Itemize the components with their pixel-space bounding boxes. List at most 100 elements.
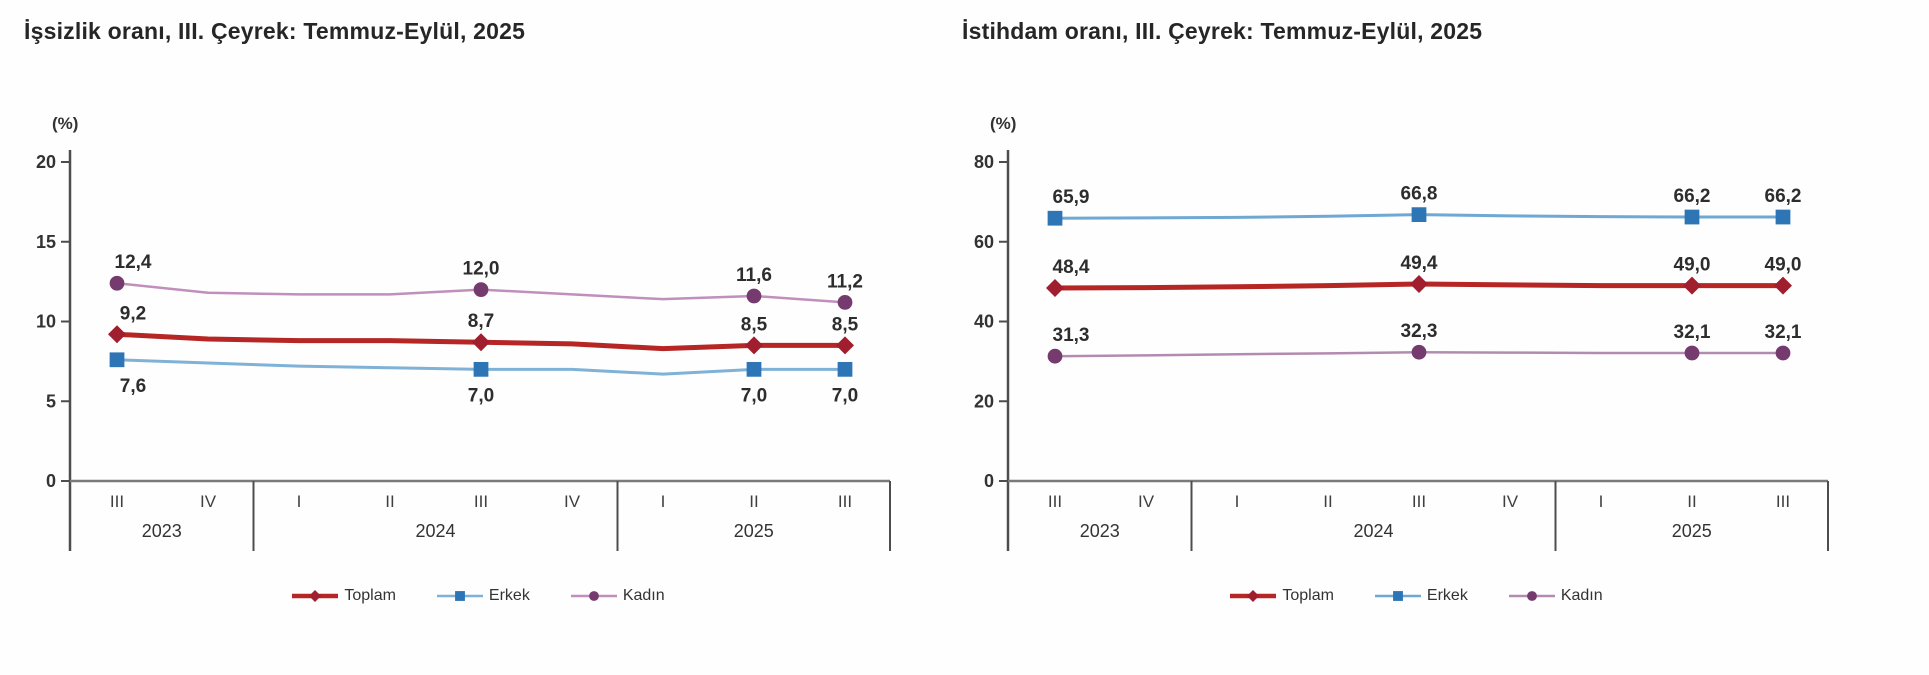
circle-marker <box>1411 344 1427 360</box>
x-tick-label-quarter: IV <box>564 492 581 511</box>
series-erkek: 7,6 7,0 7,0 7,0 <box>109 352 858 406</box>
x-year-label: 2023 <box>142 521 182 541</box>
square-marker <box>1684 209 1700 225</box>
square-marker <box>837 361 853 377</box>
y-axis-unit-label: (%) <box>990 114 1016 133</box>
x-year-label: 2025 <box>734 521 774 541</box>
square-marker <box>473 361 489 377</box>
x-tick-label-quarter: II <box>385 492 394 511</box>
y-tick-label: 20 <box>36 152 56 172</box>
data-point-label: 12,0 <box>463 259 500 280</box>
diamond-marker <box>745 336 763 355</box>
y-tick-label: 60 <box>974 232 994 252</box>
data-point-label: 49,0 <box>1674 255 1711 276</box>
unemployment-rate-chart: İşsizlik oranı, III. Çeyrek: Temmuz-Eylü… <box>22 18 934 605</box>
series-toplam: 48,4 49,4 49,0 49,0 <box>1046 253 1802 298</box>
data-point-label: 32,1 <box>1674 322 1711 343</box>
legend-item-kadın: Kadın <box>570 587 665 605</box>
legend-label: Erkek <box>1426 587 1468 604</box>
circle-legend-swatch <box>1508 591 1555 601</box>
x-year-label: 2025 <box>1672 521 1712 541</box>
x-tick-label-quarter: IV <box>200 492 217 511</box>
x-tick-label-quarter: III <box>1776 492 1790 511</box>
y-tick-label: 20 <box>974 391 994 411</box>
legend-item-kadın: Kadın <box>1508 587 1603 605</box>
data-point-label: 66,2 <box>1765 186 1802 207</box>
series-kadın: 12,4 12,0 11,6 11,2 <box>109 252 863 310</box>
series-kadın: 31,3 32,3 32,1 32,1 <box>1047 321 1802 364</box>
data-point-label: 7,0 <box>468 385 494 406</box>
x-tick-label-quarter: I <box>297 492 302 511</box>
circle-marker <box>473 282 489 297</box>
legend-item-erkek: Erkek <box>1374 587 1468 605</box>
legend-label: Toplam <box>344 587 396 604</box>
x-tick-label-quarter: II <box>1323 492 1332 511</box>
square-marker <box>746 361 762 377</box>
x-year-label: 2023 <box>1080 521 1120 541</box>
x-tick-label-quarter: III <box>110 492 124 511</box>
x-tick-label-quarter: III <box>474 492 488 511</box>
diamond-marker <box>1683 276 1701 295</box>
y-axis-unit-label: (%) <box>52 114 78 133</box>
x-tick-label-quarter: III <box>1412 492 1426 511</box>
data-point-label: 11,6 <box>736 265 772 286</box>
diamond-marker <box>836 336 854 355</box>
data-point-label: 7,0 <box>832 385 858 406</box>
x-tick-label-quarter: II <box>749 492 758 511</box>
circle-icon <box>588 591 599 601</box>
x-tick-label-quarter: IV <box>1502 492 1519 511</box>
chart-legend: Toplam Erkek Kadın <box>22 587 934 605</box>
legend-item-toplam: Toplam <box>291 587 396 605</box>
circle-legend-swatch <box>570 591 617 601</box>
legend-label: Kadın <box>1560 587 1603 604</box>
square-marker <box>1047 210 1063 226</box>
square-legend-swatch <box>436 591 483 601</box>
legend-label: Kadın <box>622 587 665 604</box>
data-point-label: 9,2 <box>120 303 146 324</box>
circle-icon <box>1526 591 1537 601</box>
legend-label: Erkek <box>488 587 530 604</box>
diamond-marker <box>108 325 126 344</box>
x-tick-label-quarter: I <box>1599 492 1604 511</box>
y-tick-label: 40 <box>974 312 994 332</box>
square-icon <box>1393 591 1403 601</box>
y-tick-label: 0 <box>984 471 994 491</box>
data-point-label: 49,0 <box>1765 255 1802 276</box>
data-point-label: 7,0 <box>741 385 767 406</box>
diamond-icon <box>1247 590 1260 602</box>
square-marker <box>1775 209 1791 225</box>
circle-marker <box>1047 348 1063 364</box>
data-point-label: 32,1 <box>1765 322 1802 343</box>
chart-title-unemployment: İşsizlik oranı, III. Çeyrek: Temmuz-Eylü… <box>24 18 526 44</box>
x-tick-label-quarter: IV <box>1138 492 1155 511</box>
square-marker <box>1411 207 1427 223</box>
data-point-label: 66,8 <box>1401 184 1438 205</box>
x-tick-label-quarter: I <box>1235 492 1240 511</box>
data-point-label: 66,2 <box>1674 186 1711 207</box>
data-point-label: 8,5 <box>832 314 859 335</box>
circle-marker <box>837 294 853 310</box>
data-point-label: 12,4 <box>115 252 152 273</box>
diamond-icon <box>309 590 322 602</box>
circle-marker <box>1775 345 1791 361</box>
legend-label: Toplam <box>1282 587 1334 604</box>
chart-title-employment: İstihdam oranı, III. Çeyrek: Temmuz-Eylü… <box>962 18 1483 44</box>
diamond-marker <box>1774 276 1792 295</box>
x-tick-label-quarter: I <box>661 492 666 511</box>
y-tick-label: 80 <box>974 152 994 172</box>
data-point-label: 65,9 <box>1053 187 1090 208</box>
diamond-legend-swatch <box>292 590 339 602</box>
data-point-label: 49,4 <box>1401 253 1438 274</box>
diamond-marker <box>1410 275 1428 294</box>
circle-marker <box>746 288 762 304</box>
data-point-label: 32,3 <box>1401 321 1438 342</box>
x-tick-label-quarter: III <box>838 492 852 511</box>
diamond-marker <box>1046 279 1064 298</box>
diamond-legend-swatch <box>1230 590 1277 602</box>
y-tick-label: 10 <box>36 312 56 332</box>
data-point-label: 8,7 <box>468 311 494 332</box>
